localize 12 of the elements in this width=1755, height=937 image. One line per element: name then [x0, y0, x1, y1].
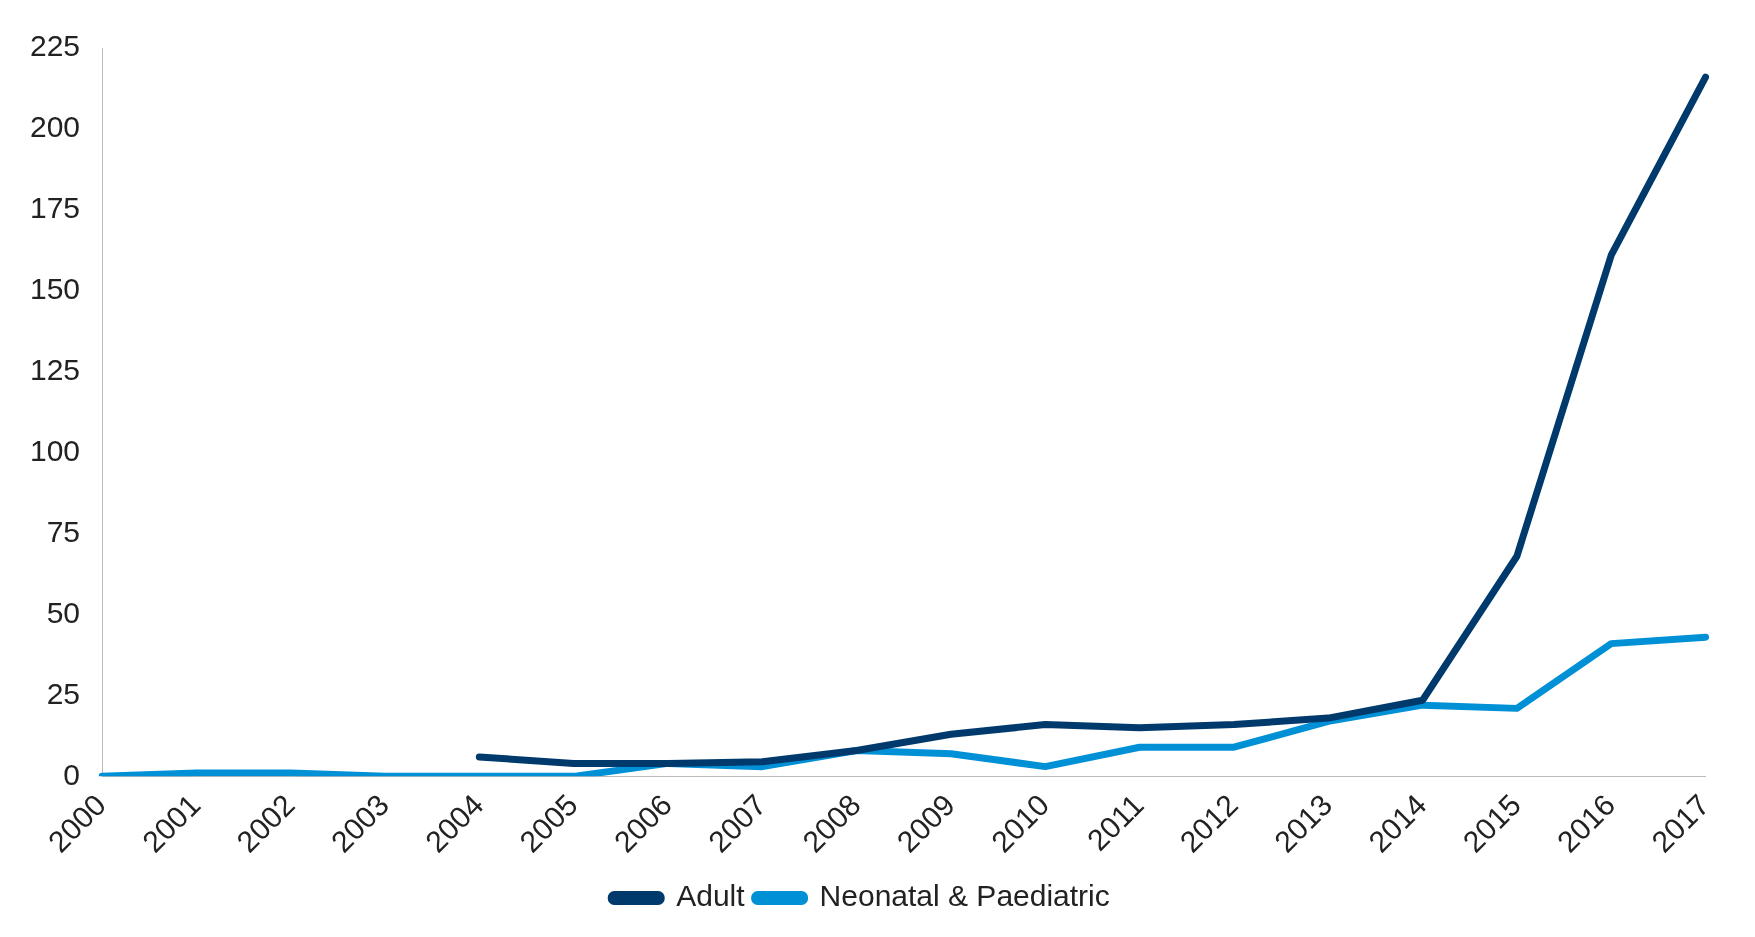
legend-label: Neonatal & Paediatric: [819, 879, 1110, 913]
legend-label: Adult: [676, 879, 746, 913]
y-tick-label: 100: [29, 433, 81, 467]
y-tick-label: 25: [46, 676, 81, 710]
y-tick-label: 50: [46, 595, 81, 629]
y-tick-label: 200: [29, 110, 81, 144]
y-tick-label: 75: [46, 514, 81, 548]
y-tick-label: 225: [29, 29, 81, 63]
y-tick-label: 150: [29, 272, 81, 306]
y-tick-label: 175: [29, 191, 81, 225]
y-tick-label: 0: [63, 757, 81, 791]
y-tick-label: 125: [29, 352, 81, 386]
